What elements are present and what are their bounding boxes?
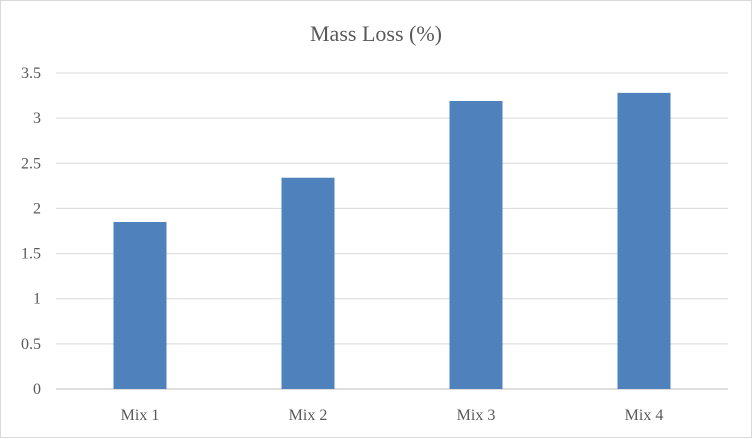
bar-mix-3 [449,100,503,389]
chart-title: Mass Loss (%) [310,21,442,46]
bar-mix-4 [617,92,671,389]
bars [113,92,671,389]
y-tick-label: 0 [33,381,41,398]
x-category-label: Mix 1 [121,407,160,424]
y-axis-ticks: 0 0.5 1 1.5 2 2.5 3 3.5 [21,65,41,398]
y-tick-label: 2.5 [21,155,41,172]
y-tick-label: 3.5 [21,65,41,82]
x-category-label: Mix 4 [625,407,664,424]
y-tick-label: 3 [33,110,41,127]
x-category-label: Mix 3 [457,407,496,424]
y-tick-label: 2 [33,200,41,217]
y-tick-label: 1.5 [21,246,41,263]
gridlines [56,72,728,390]
x-category-label: Mix 2 [289,407,328,424]
y-tick-label: 0.5 [21,336,41,353]
bar-mix-2 [281,177,335,389]
y-tick-label: 1 [33,291,41,308]
bar-mix-1 [113,221,167,389]
x-axis-categories: Mix 1 Mix 2 Mix 3 Mix 4 [121,407,664,424]
